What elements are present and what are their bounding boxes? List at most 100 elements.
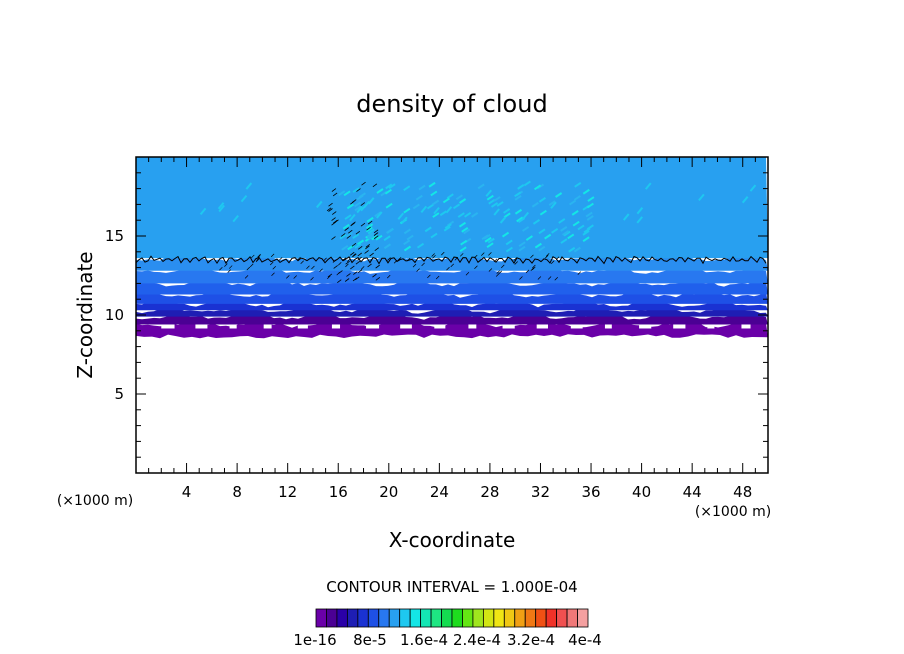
contour-wiggle bbox=[496, 270, 500, 274]
contour-wiggle bbox=[366, 226, 371, 231]
cloud-streak bbox=[443, 225, 451, 232]
cloud-streak bbox=[555, 192, 563, 198]
colorbar-swatch bbox=[399, 608, 411, 628]
colorbar-swatch bbox=[388, 608, 401, 628]
cloud-streak bbox=[459, 198, 467, 204]
colorbar-tick-label: 8e-5 bbox=[353, 631, 387, 649]
colorbar-swatch bbox=[430, 608, 442, 628]
x-unit-label-right: (×1000 m) bbox=[695, 504, 771, 520]
contour-interval-text: CONTOUR INTERVAL = 1.000E-04 bbox=[326, 578, 577, 596]
cloud-base-gap bbox=[400, 324, 412, 329]
cloud-streak bbox=[514, 195, 522, 201]
cloud-base-gap bbox=[331, 324, 341, 329]
contour-wiggle bbox=[328, 202, 333, 207]
contour-wiggle bbox=[525, 269, 530, 274]
contour-wiggle bbox=[532, 266, 536, 271]
colorbar-tick-label: 1e-16 bbox=[293, 631, 336, 649]
cloud-streak bbox=[442, 197, 450, 204]
contour-wiggle bbox=[270, 253, 275, 258]
colorbar-swatch bbox=[566, 608, 578, 628]
contour-wiggle bbox=[246, 266, 251, 271]
cloud-streak bbox=[385, 183, 393, 190]
colorbar bbox=[315, 608, 589, 628]
colorbar-swatch bbox=[441, 608, 453, 628]
contour-wiggle bbox=[328, 208, 333, 212]
cloud-streak bbox=[558, 218, 566, 224]
contour-wiggle bbox=[255, 258, 260, 263]
cloud-streak bbox=[401, 216, 408, 224]
cloud-streak bbox=[424, 226, 432, 233]
colorbar-swatch bbox=[346, 608, 359, 628]
x-tick-label: 32 bbox=[531, 483, 550, 501]
colorbar-tick-label: 4e-4 bbox=[568, 631, 602, 649]
colorbar-swatch bbox=[556, 608, 568, 628]
contour-wiggle bbox=[323, 257, 327, 262]
x-tick-label: 24 bbox=[430, 483, 449, 501]
cloud-streak bbox=[573, 195, 581, 201]
contour-wiggle bbox=[530, 267, 535, 272]
cloud-streak bbox=[375, 211, 383, 219]
contour-wiggle bbox=[228, 265, 233, 269]
cloud-streak bbox=[563, 230, 571, 237]
contour-wiggle bbox=[357, 256, 362, 261]
cloud-streak bbox=[459, 246, 467, 252]
cloud-streak bbox=[383, 235, 391, 242]
cloud-streak bbox=[586, 215, 594, 221]
contour-wiggle bbox=[344, 227, 349, 231]
cloud-streak bbox=[349, 213, 356, 222]
cloud-streak bbox=[517, 217, 526, 223]
cloud-streak bbox=[571, 210, 579, 216]
contour-wiggle bbox=[334, 219, 339, 224]
contour-wiggle bbox=[333, 265, 338, 269]
cloud-streak bbox=[403, 207, 411, 214]
cloud-streak bbox=[343, 190, 351, 197]
x-tick-label: 8 bbox=[232, 483, 242, 501]
contour-wiggle bbox=[513, 257, 517, 261]
cloud-streak bbox=[741, 196, 749, 204]
x-tick-label: 4 bbox=[182, 483, 192, 501]
cloud-streak bbox=[240, 195, 248, 203]
contour-wiggle bbox=[421, 262, 425, 267]
colorbar-swatch bbox=[493, 608, 505, 628]
contour-wiggle bbox=[360, 266, 365, 270]
contour-wiggle bbox=[360, 202, 366, 206]
cloud-streak bbox=[516, 216, 524, 223]
contour-wiggle bbox=[350, 265, 355, 270]
contour-wiggle bbox=[554, 276, 558, 281]
cloud-streak bbox=[493, 208, 500, 216]
contour-wiggle bbox=[474, 265, 478, 269]
contour-wiggle bbox=[346, 273, 351, 277]
colorbar-tick-label: 2.4e-4 bbox=[453, 631, 501, 649]
cloud-streak bbox=[587, 196, 595, 202]
cloud-streak bbox=[366, 223, 374, 230]
contour-wiggle bbox=[352, 277, 358, 282]
contour-wiggle bbox=[297, 256, 301, 261]
cloud-streak bbox=[388, 183, 396, 189]
contour-wiggle bbox=[345, 263, 349, 268]
cloud-base-gap bbox=[604, 324, 612, 329]
contour-wiggle bbox=[346, 235, 352, 239]
cloud-streak bbox=[433, 207, 440, 215]
contour-wiggle bbox=[350, 200, 355, 205]
cloud-streak bbox=[432, 212, 440, 218]
contour-wiggle bbox=[530, 254, 534, 259]
cloud-base-gap bbox=[570, 324, 583, 329]
cloud-streak bbox=[403, 228, 411, 235]
contour-wiggle bbox=[374, 247, 379, 252]
cloud-streak bbox=[354, 243, 362, 249]
cloud-streak bbox=[375, 234, 383, 241]
colorbar-swatch bbox=[451, 608, 463, 628]
x-axis-ticks: 4 8 12 16 20 24 28 32 36 40 44 48 bbox=[148, 157, 756, 501]
contour-wiggle bbox=[500, 264, 505, 269]
cloud-streak bbox=[218, 204, 225, 213]
cloud-base-gap bbox=[707, 324, 715, 329]
colorbar-swatch bbox=[357, 608, 369, 628]
contour-wiggle bbox=[375, 264, 380, 269]
contour-wiggle bbox=[544, 255, 549, 259]
colorbar-swatch bbox=[503, 608, 516, 628]
contour-wiggle bbox=[336, 271, 340, 276]
cloud-streak bbox=[386, 228, 394, 234]
cloud-streak bbox=[383, 243, 391, 250]
cloud-streak bbox=[568, 246, 576, 253]
